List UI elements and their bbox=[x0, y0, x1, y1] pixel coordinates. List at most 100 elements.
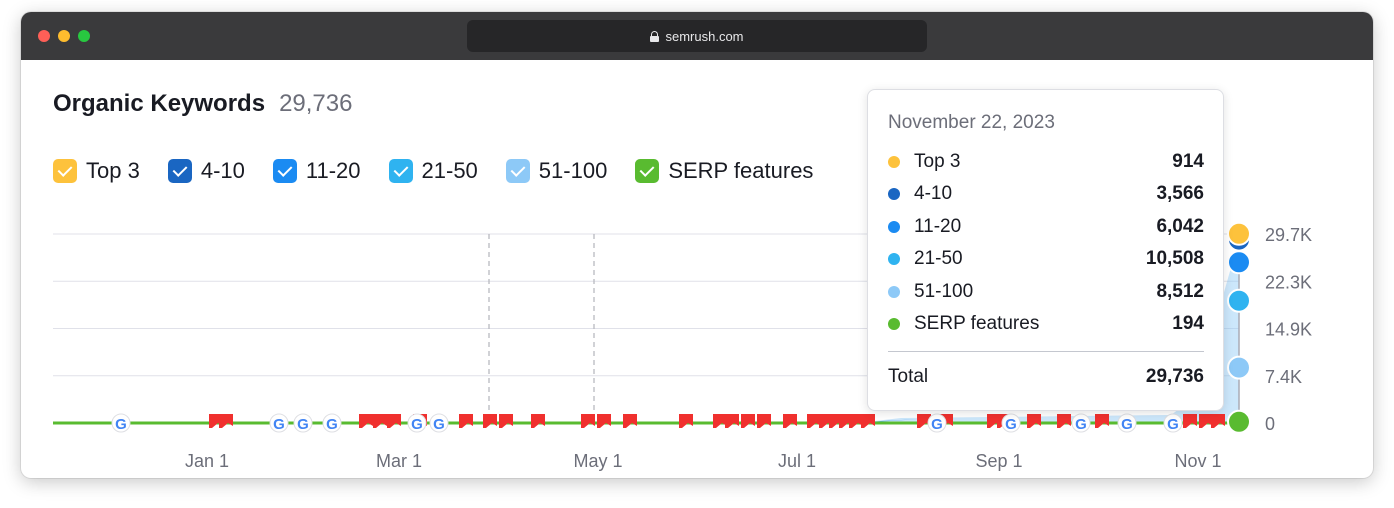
serp-change-flag-icon[interactable] bbox=[483, 414, 497, 428]
serp-change-flag-icon[interactable] bbox=[679, 414, 693, 428]
checkbox-checked-icon[interactable] bbox=[167, 159, 192, 183]
legend-toggle-top3[interactable]: Top 3 bbox=[53, 158, 140, 184]
tooltip-series-name: 21-50 bbox=[914, 248, 963, 269]
legend-label: 51-100 bbox=[538, 158, 608, 183]
google-update-letter: G bbox=[1121, 416, 1133, 433]
address-bar[interactable]: semrush.com bbox=[467, 20, 927, 52]
serp-change-flag-icon[interactable] bbox=[581, 414, 595, 428]
google-update-icon[interactable] bbox=[1001, 413, 1021, 433]
serp-change-flag-icon[interactable] bbox=[359, 414, 373, 428]
serp-change-flag-icon[interactable] bbox=[849, 414, 863, 428]
tooltip-row-4-10: 4-10 3,566 bbox=[888, 182, 1204, 206]
tooltip-series-value: 3,566 bbox=[1156, 183, 1204, 204]
google-update-icon[interactable] bbox=[269, 413, 289, 433]
y-tick-label: 7.4K bbox=[1265, 367, 1302, 387]
tooltip-row-serp-features: SERP features 194 bbox=[888, 312, 1204, 336]
hover-point-marker bbox=[1227, 250, 1251, 275]
serp-change-flag-icon[interactable] bbox=[597, 414, 611, 428]
maximize-window-button[interactable] bbox=[78, 30, 90, 42]
serp-change-flag-icon[interactable] bbox=[807, 414, 821, 428]
hover-point-marker bbox=[1227, 355, 1251, 380]
tooltip-row-top3: Top 3 914 bbox=[888, 150, 1204, 174]
x-tick-label: Nov 1 bbox=[1174, 451, 1221, 471]
serp-change-flag-icon[interactable] bbox=[917, 414, 931, 428]
legend-toggle-4-10[interactable]: 4-10 bbox=[167, 158, 245, 184]
legend-toggle-serp-features[interactable]: SERP features bbox=[635, 158, 813, 184]
serp-change-flag-icon[interactable] bbox=[1027, 414, 1041, 428]
x-tick-label: Sep 1 bbox=[975, 451, 1022, 471]
legend-label: SERP features bbox=[668, 158, 814, 183]
y-tick-label: 29.7K bbox=[1265, 225, 1312, 245]
serp-change-flag-icon[interactable] bbox=[757, 414, 771, 428]
tooltip-series-value: 914 bbox=[1172, 151, 1204, 172]
series-dot-icon bbox=[888, 188, 900, 200]
tooltip-series-value: 6,042 bbox=[1156, 216, 1204, 237]
serp-change-flag-icon[interactable] bbox=[1057, 414, 1071, 428]
legend-label: Top 3 bbox=[86, 158, 140, 183]
x-tick-label: Jan 1 bbox=[185, 451, 229, 471]
legend-toggle-11-20[interactable]: 11-20 bbox=[272, 158, 361, 184]
google-update-icon[interactable] bbox=[429, 413, 449, 433]
minimize-window-button[interactable] bbox=[58, 30, 70, 42]
google-update-letter: G bbox=[931, 416, 943, 433]
serp-change-flag-icon[interactable] bbox=[219, 414, 233, 428]
hover-point-marker bbox=[1227, 409, 1251, 434]
serp-change-flag-icon[interactable] bbox=[387, 414, 401, 428]
legend-label: 4-10 bbox=[200, 158, 245, 183]
tooltip-total-row: Total 29,736 bbox=[888, 366, 1204, 388]
y-tick-label: 22.3K bbox=[1265, 272, 1312, 292]
tooltip-divider bbox=[888, 351, 1204, 352]
serp-change-flag-icon[interactable] bbox=[1095, 414, 1109, 428]
checkbox-checked-icon[interactable] bbox=[505, 159, 530, 183]
serp-change-flag-icon[interactable] bbox=[459, 414, 473, 428]
tooltip-series-value: 194 bbox=[1172, 313, 1204, 334]
serp-change-flag-icon[interactable] bbox=[713, 414, 727, 428]
google-update-letter: G bbox=[1005, 416, 1017, 433]
serp-change-flag-icon[interactable] bbox=[623, 414, 637, 428]
tooltip-total-value: 29,736 bbox=[1145, 366, 1204, 387]
series-dot-icon bbox=[888, 286, 900, 298]
tooltip-series-name: 4-10 bbox=[914, 183, 953, 204]
tooltip-series-name: 51-100 bbox=[914, 281, 974, 302]
legend-toggle-21-50[interactable]: 21-50 bbox=[388, 158, 478, 184]
serp-change-flag-icon[interactable] bbox=[741, 414, 755, 428]
widget-title: Organic Keywords bbox=[53, 90, 266, 117]
google-update-letter: G bbox=[273, 416, 285, 433]
serp-change-flag-icon[interactable] bbox=[1199, 414, 1213, 428]
google-update-icon[interactable] bbox=[293, 413, 313, 433]
serp-change-flag-icon[interactable] bbox=[499, 414, 513, 428]
serp-change-flag-icon[interactable] bbox=[861, 414, 875, 428]
checkbox-checked-icon[interactable] bbox=[635, 159, 660, 183]
lock-icon bbox=[650, 30, 660, 42]
legend-toggle-51-100[interactable]: 51-100 bbox=[505, 158, 608, 184]
tooltip-series-name: 11-20 bbox=[914, 216, 962, 237]
keyword-count: 29,736 bbox=[279, 90, 353, 117]
checkbox-checked-icon[interactable] bbox=[388, 159, 413, 183]
checkbox-checked-icon[interactable] bbox=[272, 159, 297, 183]
serp-change-flag-icon[interactable] bbox=[783, 414, 797, 428]
google-update-icon[interactable] bbox=[407, 413, 427, 433]
google-update-icon[interactable] bbox=[1071, 413, 1091, 433]
legend-label: 21-50 bbox=[421, 158, 478, 183]
checkbox-checked-icon[interactable] bbox=[53, 159, 77, 183]
series-dot-icon bbox=[888, 318, 900, 330]
tooltip-date: November 22, 2023 bbox=[888, 112, 1055, 133]
url-text: semrush.com bbox=[665, 28, 744, 44]
serp-change-flag-icon[interactable] bbox=[1183, 414, 1197, 428]
google-update-letter: G bbox=[115, 416, 127, 433]
close-window-button[interactable] bbox=[38, 30, 50, 42]
series-dot-icon bbox=[888, 221, 900, 233]
y-tick-label: 0 bbox=[1265, 414, 1275, 434]
serp-change-flag-icon[interactable] bbox=[1211, 414, 1225, 428]
google-update-icon[interactable] bbox=[111, 413, 131, 433]
x-tick-label: Mar 1 bbox=[376, 451, 422, 471]
serp-change-flag-icon[interactable] bbox=[531, 414, 545, 428]
google-update-icon[interactable] bbox=[322, 413, 342, 433]
tooltip-row-21-50: 21-50 10,508 bbox=[888, 247, 1204, 271]
serp-change-flag-icon[interactable] bbox=[725, 414, 739, 428]
google-update-icon[interactable] bbox=[1163, 413, 1183, 433]
serp-change-flag-icon[interactable] bbox=[373, 414, 387, 428]
google-update-icon[interactable] bbox=[927, 413, 947, 433]
google-update-letter: G bbox=[411, 416, 423, 433]
google-update-icon[interactable] bbox=[1117, 413, 1137, 433]
